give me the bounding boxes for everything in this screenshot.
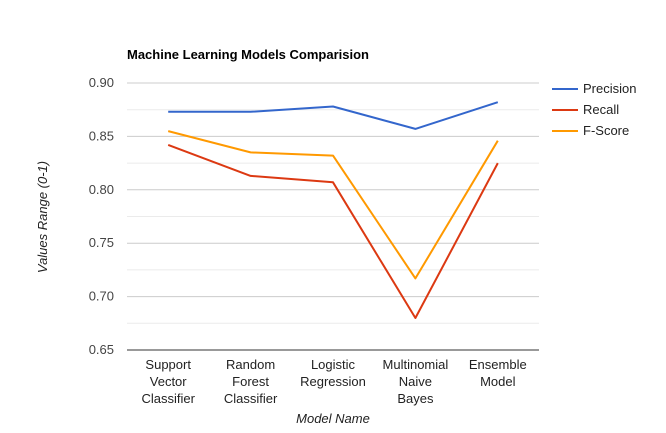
series-line-f-score: [167, 130, 499, 280]
legend-label: Precision: [583, 81, 636, 96]
x-tick-label: Multinomial Naive Bayes: [383, 357, 449, 406]
y-axis-ticks: 0.65 0.70 0.75 0.80 0.85 0.90: [89, 75, 114, 357]
series-line-precision: [168, 101, 499, 130]
x-axis-label: Model Name: [296, 411, 370, 426]
y-axis-label: Values Range (0-1): [35, 161, 50, 273]
y-tick-label: 0.85: [89, 128, 114, 143]
legend-label: F-Score: [583, 123, 629, 138]
gridlines: [127, 82, 539, 351]
series-lines: [167, 101, 499, 319]
y-tick-label: 0.90: [89, 75, 114, 90]
x-tick-label: Logistic Regression: [300, 357, 366, 389]
x-axis-ticks: Support Vector Classifier Random Forest Class…: [141, 357, 526, 406]
y-tick-label: 0.70: [89, 289, 114, 304]
x-tick-label: Random Forest Classifier: [224, 357, 278, 406]
chart-title: Machine Learning Models Comparision: [127, 47, 369, 62]
y-tick-label: 0.65: [89, 342, 114, 357]
y-tick-label: 0.80: [89, 182, 114, 197]
x-tick-label: Support Vector Classifier: [141, 357, 195, 406]
legend-label: Recall: [583, 102, 619, 117]
legend: Precision Recall F-Score: [552, 81, 636, 138]
series-line-recall: [167, 143, 499, 319]
x-tick-label: Ensemble Model: [469, 357, 527, 389]
y-tick-label: 0.75: [89, 235, 114, 250]
